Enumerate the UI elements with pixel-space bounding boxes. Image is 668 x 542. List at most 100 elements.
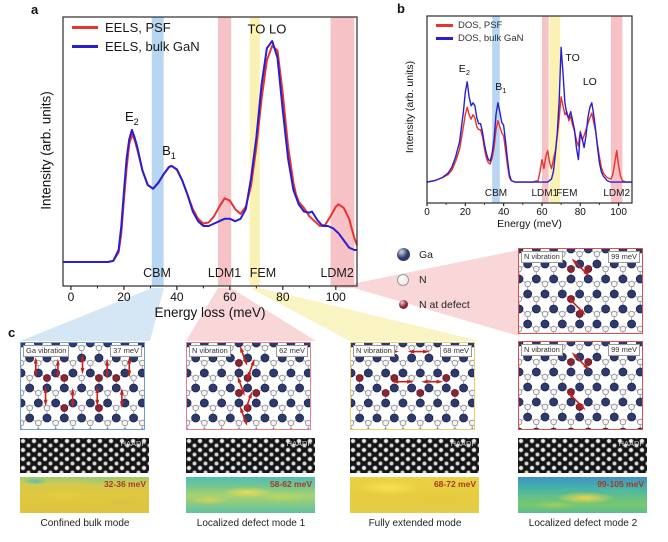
n-atom (602, 418, 609, 426)
n-atom (519, 295, 523, 303)
arrow-head (579, 309, 586, 315)
tick-label: 60 (536, 207, 548, 218)
map-energy-range-label: 32-36 meV (103, 479, 146, 489)
stem-image: HAADF (186, 438, 315, 473)
ga-atom (398, 398, 408, 408)
ga-atom (277, 383, 287, 393)
arrow-head (240, 389, 245, 396)
ga-atom (355, 413, 365, 423)
n-atom (305, 389, 310, 397)
n-atom (519, 388, 523, 396)
n-atom (576, 373, 583, 381)
arrow-head (95, 399, 100, 407)
ga-atom (363, 368, 373, 378)
legend-item-ga: Ga (396, 246, 470, 263)
connector-wedge-ldm1-to-col2 (186, 288, 316, 341)
ga-atom (59, 413, 69, 423)
ga-atom (225, 383, 235, 393)
tick-label: 100 (326, 290, 346, 304)
n-atom (21, 359, 25, 367)
ga-atom (609, 412, 619, 422)
ga-atom (381, 368, 391, 378)
ga-atom (77, 413, 87, 423)
n-defect-atom (567, 358, 575, 366)
legend-row: EELS, PSF (72, 20, 200, 35)
n-atom (104, 389, 111, 397)
ga-atom (137, 398, 144, 408)
n-atom (550, 418, 557, 426)
ga-atom (531, 304, 541, 314)
vibration-label: N vibration (189, 345, 231, 357)
n-atom (296, 374, 303, 382)
band-label-ldm2: LDM2 (320, 266, 353, 280)
n-atom (434, 359, 441, 367)
legend-label: DOS, PSF (458, 20, 503, 31)
n-atom (279, 404, 286, 412)
n-atom (602, 265, 609, 273)
n-atom (541, 373, 549, 381)
ga-atom (592, 352, 602, 362)
red-line-swatch (436, 24, 453, 27)
n-defect-atom (43, 374, 51, 382)
ga-atom (85, 368, 95, 378)
stem-image: HAADF (350, 438, 479, 473)
n-defect-atom (381, 389, 390, 397)
ga-atom (459, 413, 468, 423)
vibration-arrow (573, 354, 588, 368)
arrow-head (119, 388, 124, 395)
peak-label-b1: B1 (495, 80, 507, 95)
n-atom (637, 295, 642, 303)
blue-line-swatch (72, 45, 98, 48)
mode-caption: Localized defect mode 1 (196, 518, 306, 529)
ga-atom (602, 427, 609, 429)
vibration-label: N vibration (521, 344, 563, 356)
stem-image: HAADF (20, 438, 149, 473)
n-atom (619, 388, 627, 396)
ga-atom (234, 368, 244, 378)
ga-atom (42, 413, 52, 423)
n-atom (425, 344, 433, 352)
ga-atom (575, 289, 585, 299)
ga-atom (450, 368, 460, 378)
tick-label: 60 (223, 290, 237, 304)
red-line-swatch (72, 26, 98, 29)
ga-atom (583, 397, 593, 407)
legend-item-n: N (396, 271, 470, 288)
arrow-head (33, 357, 38, 364)
n-defect-atom-icon (398, 300, 408, 309)
series-eels-bulk-gan (63, 40, 357, 263)
ga-atom (21, 398, 26, 408)
ga-atom (540, 412, 550, 422)
ga-atom-icon (396, 248, 410, 261)
energy-label: 99 meV (608, 251, 640, 263)
n-atom (382, 419, 389, 427)
ga-atom (251, 343, 261, 348)
n-atom (443, 404, 450, 412)
ga-atom (549, 397, 559, 407)
arrow-head (568, 392, 574, 399)
arrow-head (70, 388, 75, 395)
vibration-arrow (570, 299, 584, 313)
ga-atom (583, 342, 593, 347)
band-label-ldm1: LDM1 (531, 188, 558, 199)
ga-atom (609, 319, 619, 329)
n-atom-icon (397, 273, 409, 286)
tick-label: 0 (424, 207, 430, 218)
tick-label: 80 (276, 290, 290, 304)
ga-atom (609, 289, 619, 299)
n-atom (611, 280, 618, 288)
ga-atom (583, 249, 593, 254)
n-atom (35, 389, 42, 397)
ga-atom (398, 343, 408, 348)
ga-atom (68, 368, 78, 378)
vibration-label: Ga vibration (23, 345, 70, 357)
n-atom (417, 359, 424, 367)
ga-atom (519, 397, 524, 407)
ga-atom (583, 367, 593, 377)
ga-atom (627, 412, 636, 422)
ga-atom (77, 383, 87, 393)
ga-atom (635, 367, 642, 377)
n-atom (585, 295, 592, 303)
n-atom (209, 404, 217, 412)
